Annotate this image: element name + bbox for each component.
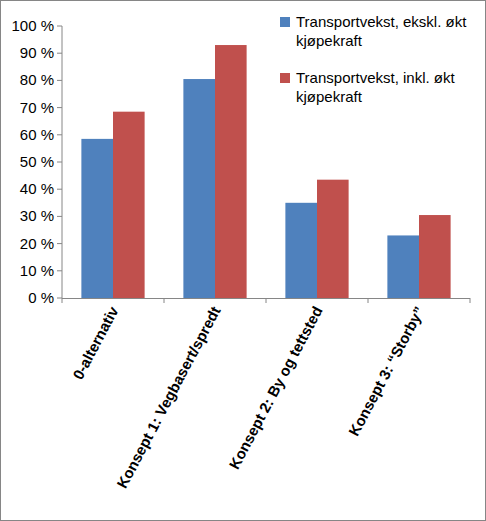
x-tick bbox=[368, 298, 369, 303]
y-tick-label: 40 % bbox=[20, 180, 54, 197]
y-tick bbox=[57, 107, 62, 108]
x-tick-label: Konsept 1: Vegbasert/spredt bbox=[113, 303, 223, 491]
legend-swatch bbox=[280, 17, 290, 27]
legend-label: Transportvekst, ekskl. øktkjøpekraft bbox=[296, 13, 467, 49]
bar bbox=[387, 235, 419, 298]
bar bbox=[81, 139, 113, 298]
bar bbox=[113, 112, 145, 298]
y-tick-label: 90 % bbox=[20, 44, 54, 61]
y-tick-label: 70 % bbox=[20, 99, 54, 116]
bar bbox=[419, 215, 451, 298]
y-tick-label: 0 % bbox=[28, 289, 54, 306]
bar bbox=[317, 180, 349, 298]
y-tick bbox=[57, 134, 62, 135]
y-tick bbox=[57, 53, 62, 54]
x-tick bbox=[62, 298, 63, 303]
y-tick bbox=[57, 216, 62, 217]
x-tick-label: Konsept 3: “Storby” bbox=[345, 303, 428, 438]
x-tick bbox=[470, 298, 471, 303]
chart: 0 % 10 % 20 % 30 % 40 % 50 % 60 % 70 % 80 % 90 % 1… bbox=[0, 0, 486, 521]
y-tick-label: 30 % bbox=[20, 207, 54, 224]
y-tick-label: 50 % bbox=[20, 153, 54, 170]
legend-swatch bbox=[280, 73, 290, 83]
bar bbox=[183, 79, 215, 298]
y-tick-label: 100 % bbox=[11, 17, 54, 34]
y-tick-label: 20 % bbox=[20, 235, 54, 252]
y-tick bbox=[57, 270, 62, 271]
y-tick-label: 60 % bbox=[20, 126, 54, 143]
bar bbox=[285, 203, 317, 298]
y-tick bbox=[57, 298, 62, 299]
x-tick bbox=[266, 298, 267, 303]
legend: Transportvekst, ekskl. øktkjøpekraft Tran… bbox=[280, 13, 467, 105]
x-tick bbox=[164, 298, 165, 303]
x-tick-label: Konsept 2: By og tettsted bbox=[225, 303, 325, 471]
bar bbox=[215, 45, 247, 298]
y-tick bbox=[57, 243, 62, 244]
chart-frame bbox=[1, 1, 486, 521]
y-tick-label: 10 % bbox=[20, 262, 54, 279]
y-tick bbox=[57, 80, 62, 81]
y-tick bbox=[57, 162, 62, 163]
x-tick-label: 0-alternativ bbox=[69, 303, 122, 382]
legend-label: Transportvekst, inkl. øktkjøpekraft bbox=[296, 69, 455, 105]
y-tick bbox=[57, 26, 62, 27]
y-tick-label: 80 % bbox=[20, 71, 54, 88]
y-tick bbox=[57, 189, 62, 190]
